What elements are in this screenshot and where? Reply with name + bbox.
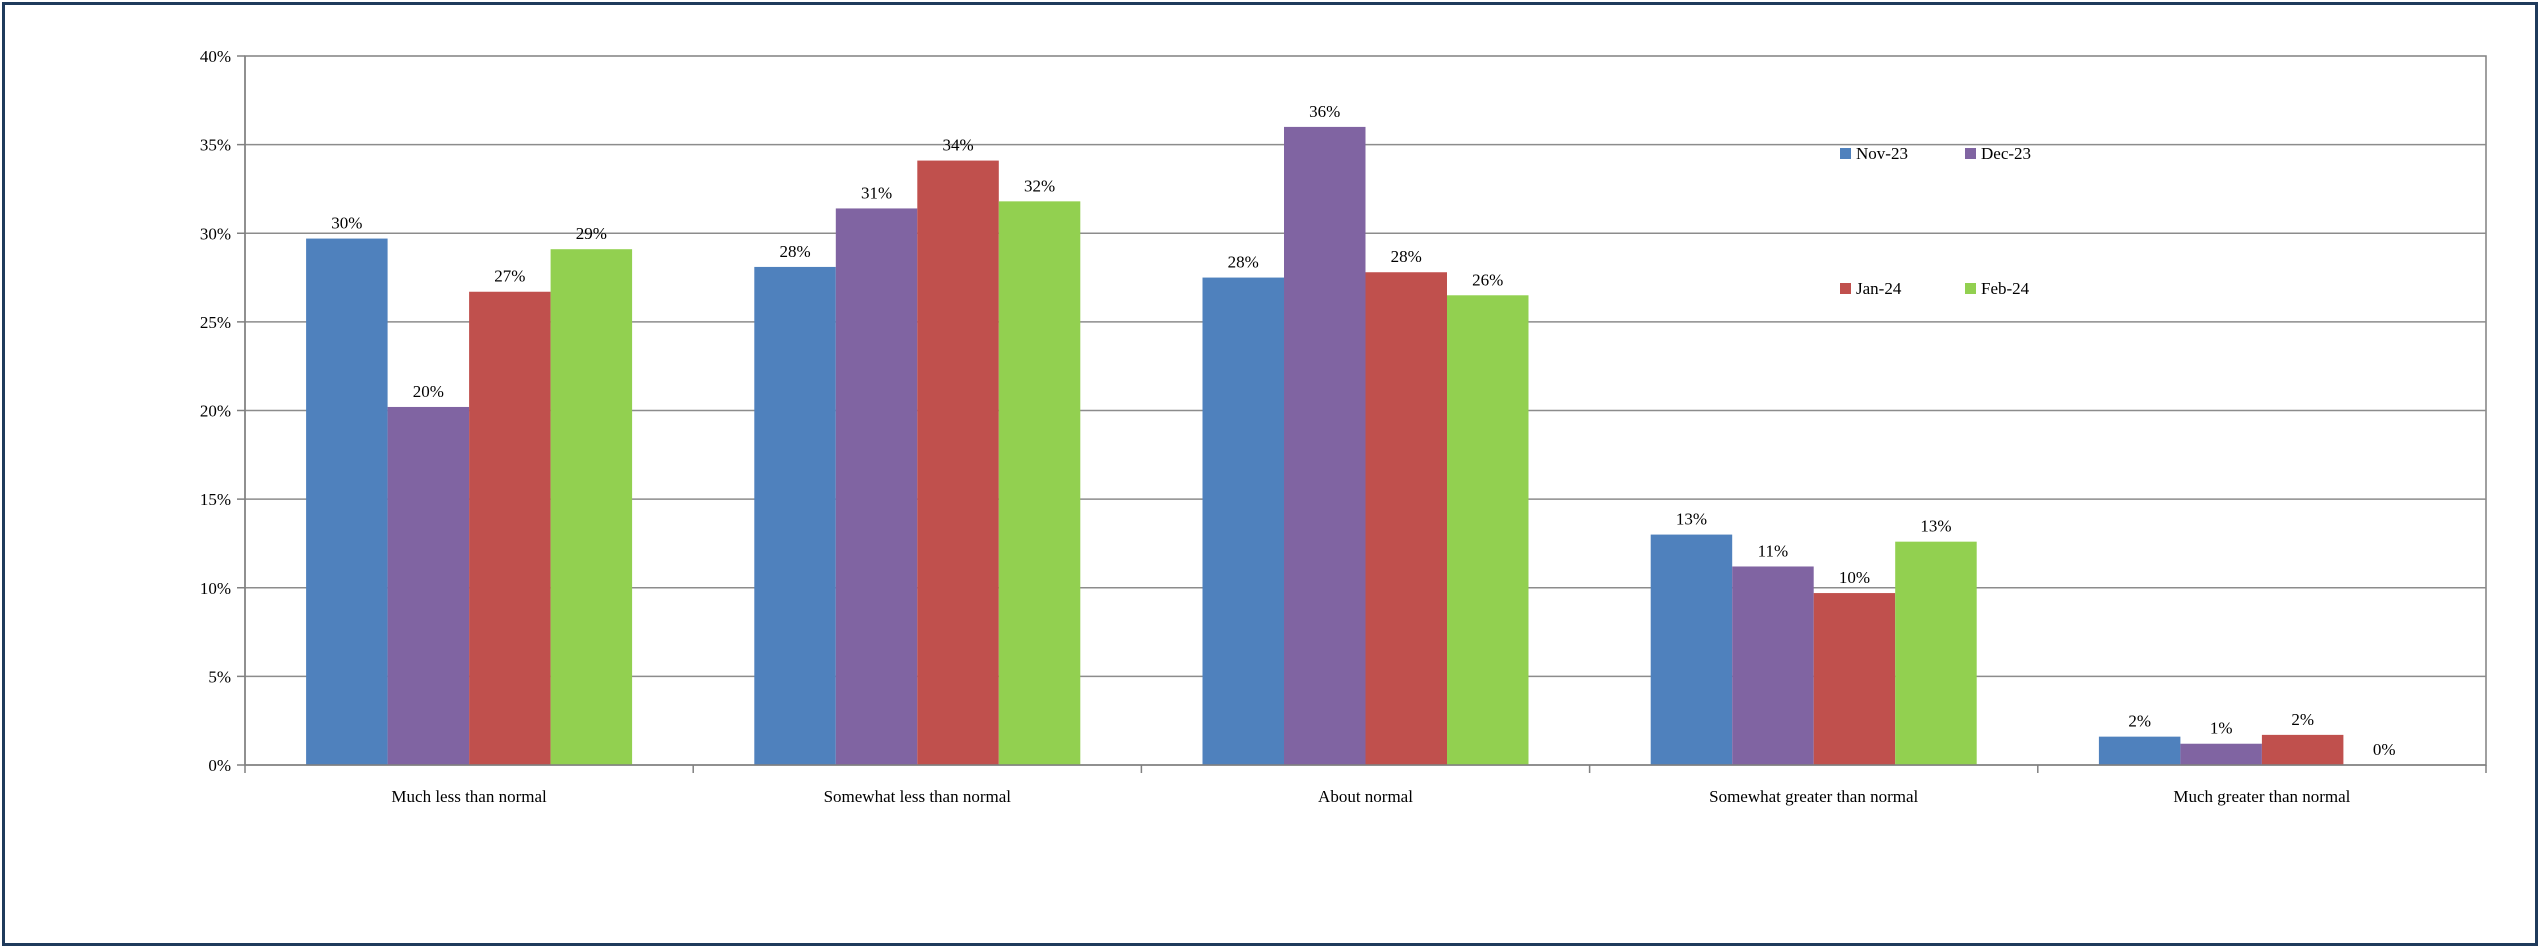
axes: 0% 5% 10% 15% 20% 25% 30% 35% 40% Much less than … (200, 47, 2487, 806)
data-label: 29% (576, 224, 607, 243)
legend-label: Dec-23 (1981, 144, 2031, 163)
legend-label: Jan-24 (1856, 279, 1902, 298)
y-tick-label: 10% (200, 579, 231, 598)
y-tick-label: 30% (200, 224, 231, 243)
x-tick-label: Somewhat greater than normal (1709, 787, 1918, 806)
data-label: 2% (2128, 712, 2151, 731)
legend-swatch (1840, 283, 1851, 294)
bar (754, 266, 836, 765)
x-tick-label: Much greater than normal (2173, 787, 2350, 806)
data-label: 20% (413, 382, 444, 401)
bar (1650, 534, 1733, 765)
y-tick-label: 5% (208, 667, 231, 686)
legend-swatch (1965, 283, 1976, 294)
data-label: 28% (779, 242, 810, 261)
bar (998, 201, 1081, 766)
data-label: 0% (2373, 740, 2396, 759)
data-label: 31% (861, 183, 892, 202)
data-labels: 30% 20% 27% 29% 28% 31% 34% 32% 28% 36% 28% 26% 13% 1… (331, 102, 2395, 759)
y-tick-label: 35% (200, 136, 231, 155)
data-label: 36% (1309, 102, 1340, 121)
y-tick-label: 15% (200, 490, 231, 509)
y-tick-label: 40% (200, 47, 231, 66)
bar (1895, 541, 1977, 765)
bar (469, 291, 551, 765)
data-label: 10% (1839, 568, 1870, 587)
data-label: 34% (942, 136, 973, 155)
data-label: 11% (1758, 541, 1789, 560)
x-tick-label: About normal (1318, 787, 1413, 806)
bar (1284, 126, 1366, 765)
bar (2261, 734, 2344, 765)
bar (1813, 593, 1896, 765)
data-label: 13% (1920, 517, 1951, 536)
data-label: 26% (1472, 270, 1503, 289)
legend-swatch (1840, 148, 1851, 159)
data-label: 28% (1228, 253, 1259, 272)
data-label: 13% (1676, 510, 1707, 529)
bar (306, 238, 388, 765)
bar (1732, 566, 1814, 765)
legend: Nov-23 Dec-23 Jan-24 Feb-24 (1840, 144, 2031, 298)
legend-label: Nov-23 (1856, 144, 1908, 163)
y-tick-label: 25% (200, 313, 231, 332)
bar (2098, 736, 2181, 765)
bar (387, 406, 470, 765)
bar (1447, 295, 1529, 765)
data-label: 30% (331, 214, 362, 233)
x-tick-label: Much less than normal (391, 787, 547, 806)
y-tick-label: 20% (200, 402, 231, 421)
bars (306, 126, 2344, 766)
legend-swatch (1965, 148, 1976, 159)
bar (835, 208, 918, 765)
data-label: 2% (2291, 710, 2314, 729)
bar (917, 160, 999, 765)
bar-chart: 30% 20% 27% 29% 28% 31% 34% 32% 28% 36% 28% 26% 13% 1… (200, 47, 2487, 806)
bar (1202, 277, 1284, 765)
bar (1365, 272, 1447, 765)
x-tick-label: Somewhat less than normal (824, 787, 1012, 806)
data-label: 27% (494, 267, 525, 286)
y-tick-label: 0% (208, 756, 231, 775)
legend-label: Feb-24 (1981, 279, 2030, 298)
data-label: 1% (2210, 719, 2233, 738)
bar (2180, 743, 2262, 765)
bar (550, 249, 633, 765)
data-label: 28% (1391, 247, 1422, 266)
data-label: 32% (1024, 176, 1055, 195)
